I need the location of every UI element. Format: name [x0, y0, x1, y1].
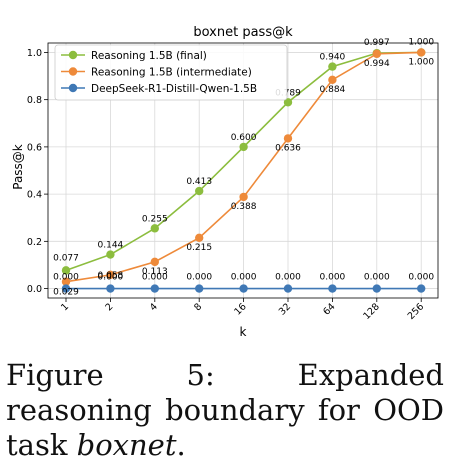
- data-label: 0.884: [320, 85, 346, 95]
- caption-task-name: boxnet: [76, 428, 177, 462]
- legend-entry: Reasoning 1.5B (final): [91, 50, 207, 62]
- data-label: 0.413: [186, 177, 212, 187]
- data-label: 0.000: [53, 273, 79, 283]
- x-tick-label: 256: [406, 301, 427, 322]
- data-point: [283, 98, 293, 107]
- data-label: 0.113: [142, 267, 168, 277]
- x-tick-label: 4: [148, 301, 160, 313]
- data-point: [150, 224, 159, 233]
- data-point: [61, 277, 71, 286]
- legend-entry: DeepSeek-R1-Distill-Qwen-1.5B: [91, 83, 257, 95]
- x-tick-label: 1: [59, 301, 71, 313]
- data-label: 0.000: [364, 273, 390, 283]
- chart-title: boxnet pass@k: [193, 25, 293, 40]
- caption-period: .: [176, 428, 186, 462]
- data-point: [328, 62, 337, 71]
- data-point: [61, 284, 71, 293]
- data-point: [106, 270, 115, 280]
- data-point: [106, 284, 115, 293]
- data-point: [372, 49, 381, 59]
- data-label: 0.940: [320, 53, 346, 63]
- data-label: 0.029: [53, 288, 79, 298]
- data-label: 1.000: [408, 57, 434, 67]
- data-point: [195, 233, 204, 242]
- data-point: [239, 142, 248, 152]
- x-tick-label: 16: [232, 301, 248, 317]
- data-label: 0.000: [186, 273, 212, 283]
- data-point: [106, 250, 115, 259]
- legend-swatch-marker: [68, 83, 78, 93]
- data-point: [195, 284, 204, 293]
- data-label: 0.000: [408, 273, 434, 283]
- data-label: 0.144: [98, 241, 124, 251]
- legend: Reasoning 1.5B (final) Reasoning 1.5B (in…: [54, 44, 288, 101]
- x-tick-label: 2: [103, 301, 115, 313]
- data-point: [417, 48, 426, 57]
- data-label: 0.058: [98, 271, 124, 281]
- data-point: [328, 284, 337, 293]
- data-point: [372, 284, 381, 293]
- legend-box: [54, 44, 288, 101]
- x-axis-label: k: [240, 325, 247, 339]
- data-point: [239, 284, 248, 293]
- data-label: 1.000: [408, 37, 434, 47]
- plot-frame: [47, 42, 439, 299]
- x-tick-label: 128: [361, 301, 382, 322]
- x-tick-label: 8: [192, 301, 204, 313]
- data-label: 0.636: [275, 143, 301, 153]
- data-point: [150, 284, 159, 293]
- y-axis-label: Pass@k: [11, 144, 25, 190]
- data-point: [195, 186, 204, 196]
- data-label: 0.600: [231, 133, 257, 143]
- data-label: 0.215: [186, 243, 212, 253]
- data-label: 0.000: [275, 273, 301, 283]
- y-tick-label: 0.8: [27, 95, 42, 106]
- data-label: 0.255: [142, 214, 168, 224]
- legend-swatch-marker: [68, 67, 78, 76]
- caption-text: Figure 5: Expanded reasoning boundary fo…: [6, 358, 444, 462]
- data-label: 0.000: [142, 273, 168, 283]
- data-label: 0.789: [275, 88, 301, 98]
- data-label: 0.077: [53, 253, 79, 263]
- pass-at-k-chart: boxnet pass@k 0.077 0.144 0.255 0.413 0.600 0…: [11, 25, 439, 339]
- legend-entry: Reasoning 1.5B (intermediate): [91, 67, 252, 79]
- data-point: [328, 75, 337, 85]
- data-point: [61, 266, 71, 275]
- x-tick-label: 32: [277, 301, 293, 317]
- data-label: 0.000: [231, 273, 257, 283]
- series-layer: [61, 48, 426, 293]
- data-point: [150, 257, 159, 267]
- data-label: 0.388: [231, 202, 257, 212]
- y-tick-label: 0.0: [27, 284, 42, 295]
- y-tick-label: 1.0: [27, 48, 42, 59]
- data-label: 0.000: [98, 273, 124, 283]
- data-point: [283, 134, 293, 143]
- data-label: 0.000: [320, 273, 346, 283]
- figure-caption: Figure 5: Expanded reasoning boundary fo…: [6, 358, 444, 463]
- y-tick-label: 0.2: [27, 237, 42, 248]
- x-tick-label: 64: [321, 301, 337, 317]
- data-label: 0.994: [364, 59, 390, 69]
- data-point: [239, 192, 248, 202]
- y-tick-label: 0.6: [27, 142, 42, 153]
- data-point: [417, 284, 426, 293]
- y-tick-label: 0.4: [27, 190, 42, 201]
- data-point: [283, 284, 293, 293]
- legend-swatch-marker: [68, 50, 78, 60]
